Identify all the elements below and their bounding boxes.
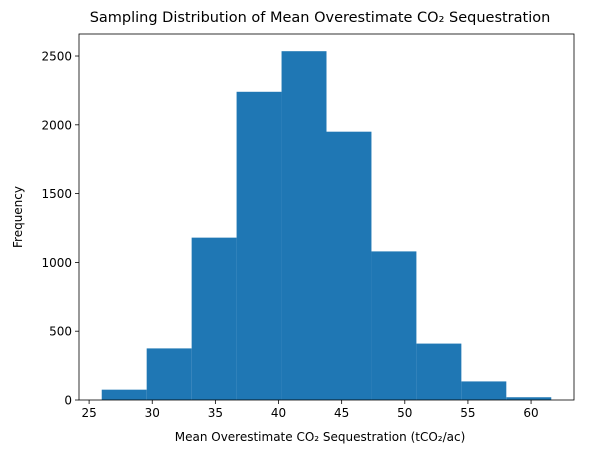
y-tick-label: 1500	[41, 187, 72, 201]
histogram-bar	[461, 381, 507, 400]
y-axis-label: Frequency	[11, 186, 25, 248]
x-axis-ticks: 25 30 35 40 45 50 55 60	[81, 400, 539, 420]
histogram-bar	[326, 131, 372, 400]
histogram-bar	[146, 348, 192, 400]
histogram-bar	[236, 91, 282, 400]
histogram-bar	[371, 251, 417, 400]
x-tick-label: 40	[271, 406, 286, 420]
chart-title: Sampling Distribution of Mean Overestima…	[90, 10, 551, 26]
plot-frame	[78, 33, 575, 401]
y-tick-label: 500	[49, 325, 72, 339]
y-tick-label: 2000	[41, 118, 72, 132]
histogram-bar	[101, 389, 147, 400]
y-axis-ticks: 0 500 1000 1500 2000 2500	[41, 50, 79, 408]
y-tick-label: 1000	[41, 256, 72, 270]
histogram-bar	[416, 343, 462, 400]
x-tick-label: 50	[397, 406, 412, 420]
y-tick-label: 0	[64, 394, 72, 408]
x-tick-label: 45	[334, 406, 349, 420]
x-tick-label: 30	[145, 406, 160, 420]
histogram-bar	[506, 397, 552, 400]
x-axis-label: Mean Overestimate CO₂ Sequestration (tCO…	[175, 430, 466, 444]
histogram-bar	[191, 237, 237, 400]
x-tick-label: 55	[460, 406, 475, 420]
histogram-bar	[281, 51, 327, 400]
x-tick-label: 60	[523, 406, 538, 420]
bars-group	[101, 51, 552, 400]
y-tick-label: 2500	[41, 50, 72, 64]
x-tick-label: 35	[208, 406, 223, 420]
x-tick-label: 25	[81, 406, 96, 420]
